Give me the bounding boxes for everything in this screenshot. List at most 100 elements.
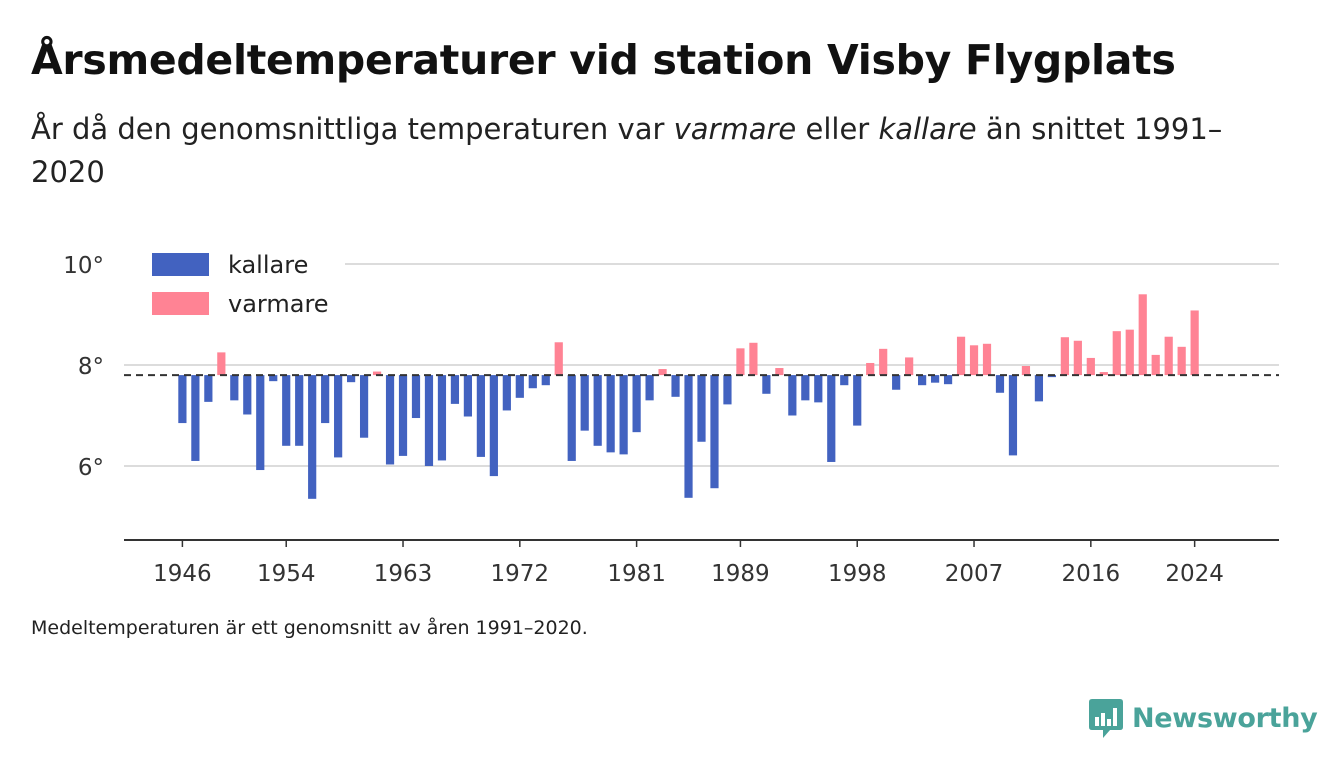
bar-1954 (282, 375, 291, 446)
bar-1960 (359, 375, 369, 438)
bar-1965 (424, 375, 434, 466)
bar-1952 (256, 375, 265, 471)
bar-1976 (567, 375, 576, 461)
subtitle-text-3: än snittet 1991–2020 (31, 112, 1223, 189)
bar-1962 (385, 375, 395, 465)
bar-1997 (840, 375, 849, 386)
bar-1969 (476, 375, 485, 457)
subtitle-colder: kallare (878, 112, 977, 146)
bar-1947 (191, 375, 200, 461)
bar-1985 (684, 375, 693, 498)
brand-name: Newsworthy (1132, 702, 1318, 734)
bar-1953 (269, 375, 278, 382)
bar-1966 (437, 375, 447, 461)
x-tick-label: 1981 (607, 561, 666, 587)
bar-2012 (1034, 375, 1044, 402)
bar-1949 (217, 352, 226, 376)
bar-2011 (1021, 366, 1031, 376)
bar-1963 (398, 375, 408, 456)
bar-2019 (1125, 329, 1134, 376)
chart-title: Årsmedeltemperaturer vid station Visby F… (31, 36, 1176, 84)
bar-1993 (788, 375, 797, 416)
bar-2000 (879, 348, 888, 376)
bar-2020 (1138, 294, 1147, 376)
bar-1979 (606, 375, 615, 453)
x-tick-label: 1963 (374, 561, 433, 587)
bar-1995 (814, 375, 823, 403)
x-tick-label: 1954 (257, 561, 316, 587)
legend-label-kallare: kallare (228, 251, 308, 279)
chart-subtitle: År då den genomsnittliga temperaturen va… (31, 108, 1261, 194)
bar-1981 (632, 375, 641, 433)
x-tick-label: 2007 (945, 561, 1004, 587)
bar-chart: 6° 8° 10° 1946 1954 1963 1972 1981 1989 1998 2007 2… (63, 251, 1279, 587)
x-tick-label: 1998 (828, 561, 887, 587)
bar-1957 (321, 375, 330, 424)
bar-1951 (243, 375, 252, 415)
bar-2023 (1177, 346, 1186, 376)
bar-1987 (710, 375, 719, 489)
bar-1961 (372, 371, 382, 376)
bar-1967 (450, 375, 460, 404)
bar-1972 (515, 375, 524, 398)
bar-2005 (943, 375, 953, 385)
bar-1946 (178, 375, 187, 424)
bar-2007 (969, 345, 979, 376)
x-tick-label: 1989 (711, 561, 770, 587)
x-tick-label: 1946 (153, 561, 212, 587)
newsworthy-logo-icon (1089, 699, 1123, 738)
bar-2004 (930, 375, 940, 383)
bar-1990 (749, 342, 758, 376)
bar-1983 (658, 369, 667, 376)
bar-1955 (295, 375, 304, 446)
bar-1977 (580, 375, 589, 431)
legend-swatch-kallare (152, 253, 209, 276)
bar-1991 (762, 375, 771, 394)
bar-1975 (554, 342, 563, 376)
bar-1958 (334, 375, 343, 458)
y-tick-label: 6° (78, 455, 104, 481)
bar-1980 (619, 375, 628, 455)
bar-1996 (827, 375, 836, 462)
bar-1999 (866, 362, 875, 376)
bar-1968 (463, 375, 473, 417)
bar-2015 (1073, 340, 1082, 376)
bar-2006 (956, 336, 966, 376)
bar-1964 (411, 375, 421, 419)
x-tick-label: 2016 (1062, 561, 1121, 587)
bar-2010 (1008, 375, 1018, 456)
bar-2017 (1099, 372, 1108, 376)
bar-1992 (775, 368, 784, 376)
bar-2009 (995, 375, 1005, 393)
bar-1988 (723, 375, 732, 405)
bar-1978 (593, 375, 602, 446)
bar-1970 (489, 375, 498, 477)
x-tick-label: 1972 (491, 561, 550, 587)
subtitle-text-1: År då den genomsnittliga temperaturen va… (31, 112, 674, 146)
bar-1973 (528, 375, 537, 389)
bar-1994 (801, 375, 810, 401)
footnote: Medeltemperaturen är ett genomsnitt av å… (31, 617, 588, 639)
y-tick-label: 8° (78, 354, 104, 380)
subtitle-warmer: varmare (673, 112, 797, 146)
bar-1982 (645, 375, 654, 401)
bar-2008 (982, 343, 992, 376)
bar-2002 (905, 357, 914, 376)
bar-1984 (671, 375, 680, 397)
bar-2022 (1164, 336, 1173, 376)
brand-logo: Newsworthy (1088, 697, 1318, 739)
bar-2018 (1112, 331, 1121, 376)
bar-2013 (1047, 375, 1056, 378)
bar-2021 (1151, 354, 1160, 376)
bar-1998 (853, 375, 862, 426)
bar-1959 (347, 375, 356, 383)
bar-2014 (1060, 337, 1069, 376)
bar-2016 (1086, 357, 1095, 376)
x-tick-label: 2024 (1165, 561, 1224, 587)
bar-1986 (697, 375, 706, 442)
legend-label-varmare: varmare (228, 290, 329, 318)
bar-2003 (918, 375, 927, 386)
bar-1956 (308, 375, 317, 499)
bar-1950 (230, 375, 239, 401)
y-tick-label: 10° (63, 253, 104, 279)
